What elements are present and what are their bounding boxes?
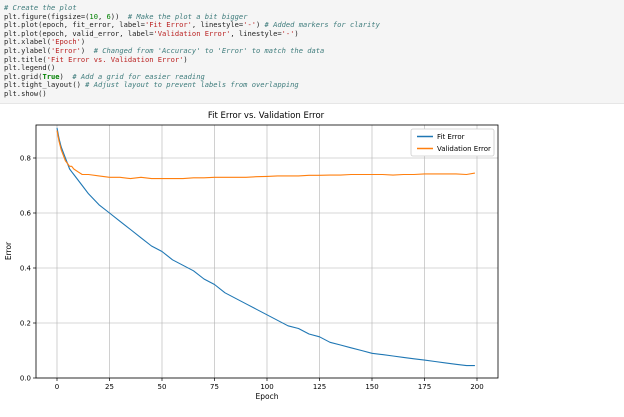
code-token: )) <box>110 11 128 21</box>
code-token: , <box>97 11 107 21</box>
y-tick-label: 0.0 <box>20 375 31 383</box>
code-line: plt.title('Fit Error vs. Validation Erro… <box>4 54 624 65</box>
code-token: True <box>42 71 60 81</box>
series-line-validation-error <box>56 130 475 180</box>
code-token: 'Validation Error' <box>153 28 231 38</box>
code-token: plt.figure(figsize=( <box>4 11 90 21</box>
code-line: plt.grid(True) # Add a grid for easier r… <box>4 71 624 82</box>
code-token: 'Fit Error vs. Validation Error' <box>46 54 184 64</box>
x-tick-label: 25 <box>105 383 114 391</box>
code-token: '-' <box>243 20 256 30</box>
code-token: 'Epoch' <box>50 37 81 47</box>
code-token: '-' <box>281 28 295 38</box>
grid-lines <box>36 125 498 379</box>
code-token: ) <box>59 71 73 81</box>
code-line: plt.tight_layout() # Adjust layout to pr… <box>4 81 624 90</box>
code-editor[interactable]: # Create the plot plt.figure(figsize=(10,… <box>4 3 624 99</box>
code-token: plt.title( <box>4 54 47 64</box>
code-line: plt.legend() <box>4 63 624 73</box>
code-cell[interactable]: # Create the plot plt.figure(figsize=(10,… <box>0 0 624 104</box>
legend: Fit Error Validation Error <box>410 128 495 157</box>
code-token: plt.xlabel( <box>4 37 51 47</box>
code-token: plt.show() <box>4 88 47 98</box>
code-token: , linestyle= <box>191 20 244 30</box>
code-token: # Add a grid for easier reading <box>72 71 205 81</box>
code-token: plt.plot(epoch, valid_error, label= <box>4 28 154 38</box>
axis-ticks: 0 25 50 75 100 125 150 175 200 0.0 0.2 0.4 0.6 0.8 <box>20 155 484 392</box>
code-token: plt.legend() <box>4 63 56 73</box>
x-tick-label: 100 <box>260 383 273 391</box>
legend-label-validation-error: Validation Error <box>437 145 491 153</box>
y-axis-label: Error <box>4 241 13 260</box>
code-token: , linestyle= <box>230 28 282 38</box>
y-tick-label: 0.6 <box>20 210 32 218</box>
y-tick-label: 0.4 <box>20 265 32 273</box>
code-token: # Changed from 'Accuracy' to 'Error' to … <box>93 45 325 55</box>
chart-title: Fit Error vs. Validation Error <box>208 111 325 121</box>
code-token: # Added markers for clarity <box>264 20 380 30</box>
cell-output: Fit Error vs. Validation Error 0 25 50 75 10… <box>0 104 624 413</box>
legend-label-fit-error: Fit Error <box>437 133 465 141</box>
y-tick-label: 0.8 <box>20 155 31 163</box>
code-token: # Create the plot <box>4 3 77 12</box>
y-tick-label: 0.2 <box>20 320 31 328</box>
code-token: ) <box>294 28 299 38</box>
line-chart: Fit Error vs. Validation Error 0 25 50 75 10… <box>4 111 499 401</box>
code-token: # Adjust layout to prevent labels from o… <box>85 80 299 90</box>
code-token: plt.ylabel( <box>4 45 51 55</box>
series-line-fit-error <box>56 127 475 367</box>
code-line: plt.ylabel('Error') # Changed from 'Accu… <box>4 45 624 56</box>
series-lines <box>56 127 475 367</box>
code-line: plt.plot(epoch, fit_error, label='Fit Er… <box>4 20 624 30</box>
code-token: ) <box>80 45 94 55</box>
x-tick-label: 200 <box>470 383 483 391</box>
x-tick-label: 75 <box>210 383 219 391</box>
x-axis-label: Epoch <box>256 392 279 401</box>
x-tick-label: 150 <box>365 383 378 391</box>
x-tick-label: 125 <box>313 383 326 391</box>
x-tick-label: 50 <box>158 383 167 391</box>
code-token: ) <box>255 20 265 30</box>
code-line: # Create the plot <box>4 3 624 13</box>
code-token: # Make the plot a bit bigger <box>127 11 248 21</box>
code-line: plt.xlabel('Epoch') <box>4 38 624 47</box>
code-token: 'Error' <box>50 45 81 55</box>
code-token: 10 <box>89 11 98 21</box>
code-line: plt.show() <box>4 88 624 99</box>
x-tick-label: 0 <box>55 383 59 391</box>
code-line: plt.figure(figsize=(10, 6)) # Make the p… <box>4 11 624 22</box>
code-token: ) <box>183 54 188 64</box>
code-token: 6 <box>106 11 111 21</box>
code-token: plt.tight_layout() <box>4 80 86 90</box>
code-token: plt.plot(epoch, fit_error, label= <box>4 20 145 30</box>
code-token: plt.grid( <box>4 71 43 81</box>
code-line: plt.plot(epoch, valid_error, label='Vali… <box>4 28 624 39</box>
x-tick-label: 175 <box>418 383 431 391</box>
code-token: ) <box>80 37 86 47</box>
code-token: 'Fit Error' <box>144 20 192 30</box>
